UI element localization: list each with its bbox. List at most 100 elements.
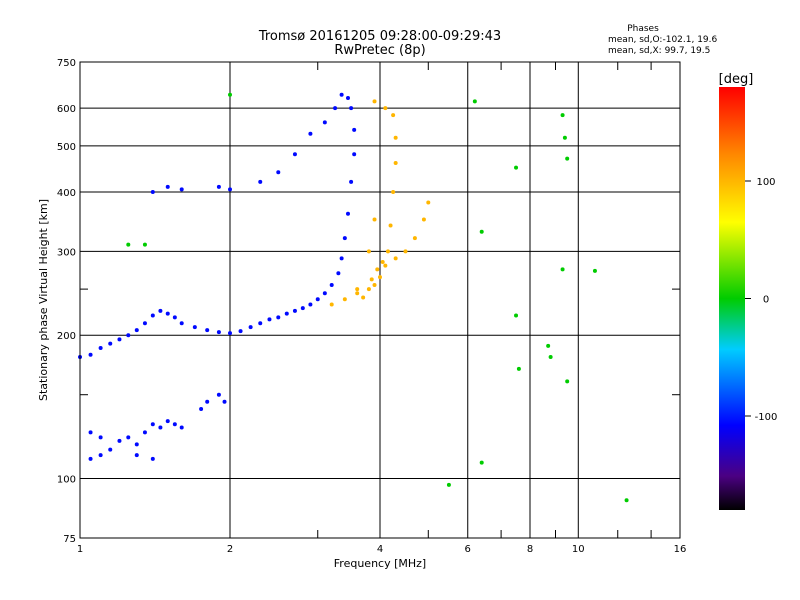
data-point-O-1	[88, 352, 93, 357]
data-point-O-57	[150, 422, 155, 427]
data-point-O-42	[228, 187, 232, 192]
stats-title: Phases	[627, 24, 659, 34]
y-axis: 75 100 200 300 400 500 600 750	[57, 58, 680, 545]
data-point-X-17	[375, 267, 380, 272]
data-point-O-39	[165, 184, 170, 189]
data-point-O-54	[126, 435, 131, 440]
data-point-X-20	[403, 249, 408, 254]
data-point-O-40	[179, 187, 184, 192]
data-point-other-17	[126, 242, 131, 247]
data-point-X-13	[383, 106, 388, 111]
data-point-other-8	[560, 113, 565, 118]
data-point-O-14	[205, 328, 210, 333]
data-point-X-25	[366, 249, 371, 254]
data-point-X-16	[369, 277, 374, 282]
y-tick-label: 200	[57, 331, 76, 342]
x-tick-label: 1	[77, 544, 83, 555]
data-point-O-33	[349, 179, 354, 184]
y-tick-label: 600	[57, 104, 76, 115]
data-point-O-20	[267, 317, 272, 322]
data-point-O-44	[276, 170, 281, 175]
data-point-O-21	[276, 315, 281, 320]
data-point-other-12	[565, 379, 570, 384]
data-point-X-23	[426, 200, 431, 205]
chart-subtitle: RwPretec (8p)	[334, 43, 425, 58]
data-point-O-37	[345, 96, 350, 101]
data-point-O-47	[322, 120, 327, 125]
data-point-O-2	[98, 346, 103, 351]
data-point-O-28	[329, 283, 334, 288]
data-point-O-12	[179, 321, 184, 326]
data-point-other-6	[546, 343, 551, 348]
data-point-O-69	[222, 399, 227, 404]
data-point-X-0	[329, 302, 334, 307]
y-tick-label: 500	[57, 142, 76, 153]
data-point-X-4	[372, 283, 377, 288]
y-tick-label: 400	[57, 188, 76, 199]
x-tick-label: 4	[377, 544, 383, 555]
data-point-O-8	[150, 313, 155, 318]
stats-line-x: mean, sd,X: 99.7, 19.5	[608, 46, 710, 56]
data-point-O-63	[150, 456, 155, 461]
data-point-O-4	[117, 337, 122, 342]
data-point-O-7	[142, 321, 147, 326]
data-point-O-24	[300, 306, 305, 311]
data-point-O-36	[349, 106, 354, 111]
data-point-O-45	[292, 152, 297, 157]
data-point-other-10	[565, 156, 570, 161]
data-point-O-11	[172, 315, 177, 320]
data-point-O-25	[308, 302, 313, 307]
stats-line-o: mean, sd,O:-102.1, 19.6	[608, 35, 718, 45]
data-point-O-61	[179, 425, 184, 430]
colorbar-gradient	[719, 87, 745, 510]
data-point-O-30	[339, 256, 344, 261]
y-tick-label: 300	[57, 247, 76, 258]
data-point-O-65	[98, 435, 103, 440]
data-point-other-14	[624, 498, 629, 503]
data-point-O-55	[134, 442, 139, 447]
data-point-O-13	[192, 325, 197, 330]
y-tick-label: 100	[57, 475, 76, 486]
data-point-X-24	[355, 287, 360, 292]
data-point-X-9	[391, 189, 396, 194]
data-point-X-22	[421, 217, 426, 222]
data-point-O-68	[216, 392, 221, 397]
x-tick-label: 2	[227, 544, 233, 555]
data-point-other-1	[479, 229, 484, 234]
data-point-O-51	[98, 453, 103, 458]
data-point-X-15	[361, 295, 366, 300]
y-tick-label: 750	[57, 58, 76, 69]
data-point-O-31	[342, 236, 347, 241]
data-point-O-48	[333, 106, 338, 111]
data-point-other-3	[514, 165, 519, 170]
data-point-O-17	[238, 329, 243, 334]
data-point-X-11	[393, 135, 398, 140]
data-point-O-3	[108, 341, 113, 346]
data-point-X-19	[393, 256, 398, 261]
grid-lines	[79, 61, 681, 539]
data-point-O-34	[352, 152, 357, 157]
data-point-other-5	[516, 366, 521, 371]
data-point-O-32	[345, 211, 350, 216]
data-point-O-50	[88, 456, 93, 461]
data-point-other-7	[548, 355, 553, 360]
data-point-O-53	[117, 438, 122, 443]
data-point-other-4	[514, 313, 519, 318]
data-point-O-60	[172, 422, 177, 427]
data-point-X-12	[391, 113, 396, 118]
data-point-X-8	[388, 223, 393, 228]
data-point-other-11	[560, 267, 565, 272]
data-point-other-13	[592, 268, 597, 273]
data-point-O-22	[284, 311, 289, 316]
data-point-O-67	[205, 399, 210, 404]
x-tick-label: 6	[465, 544, 471, 555]
data-point-O-41	[216, 184, 221, 189]
data-point-X-18	[380, 260, 385, 265]
data-point-other-15	[446, 482, 451, 487]
data-point-X-2	[355, 291, 360, 296]
y-axis-label: Stationary phase Virtual Height [km]	[37, 199, 50, 401]
x-axis-label: Frequency [MHz]	[334, 557, 426, 570]
data-point-O-26	[315, 297, 320, 302]
data-point-X-1	[342, 297, 347, 302]
data-point-other-0	[472, 99, 477, 104]
